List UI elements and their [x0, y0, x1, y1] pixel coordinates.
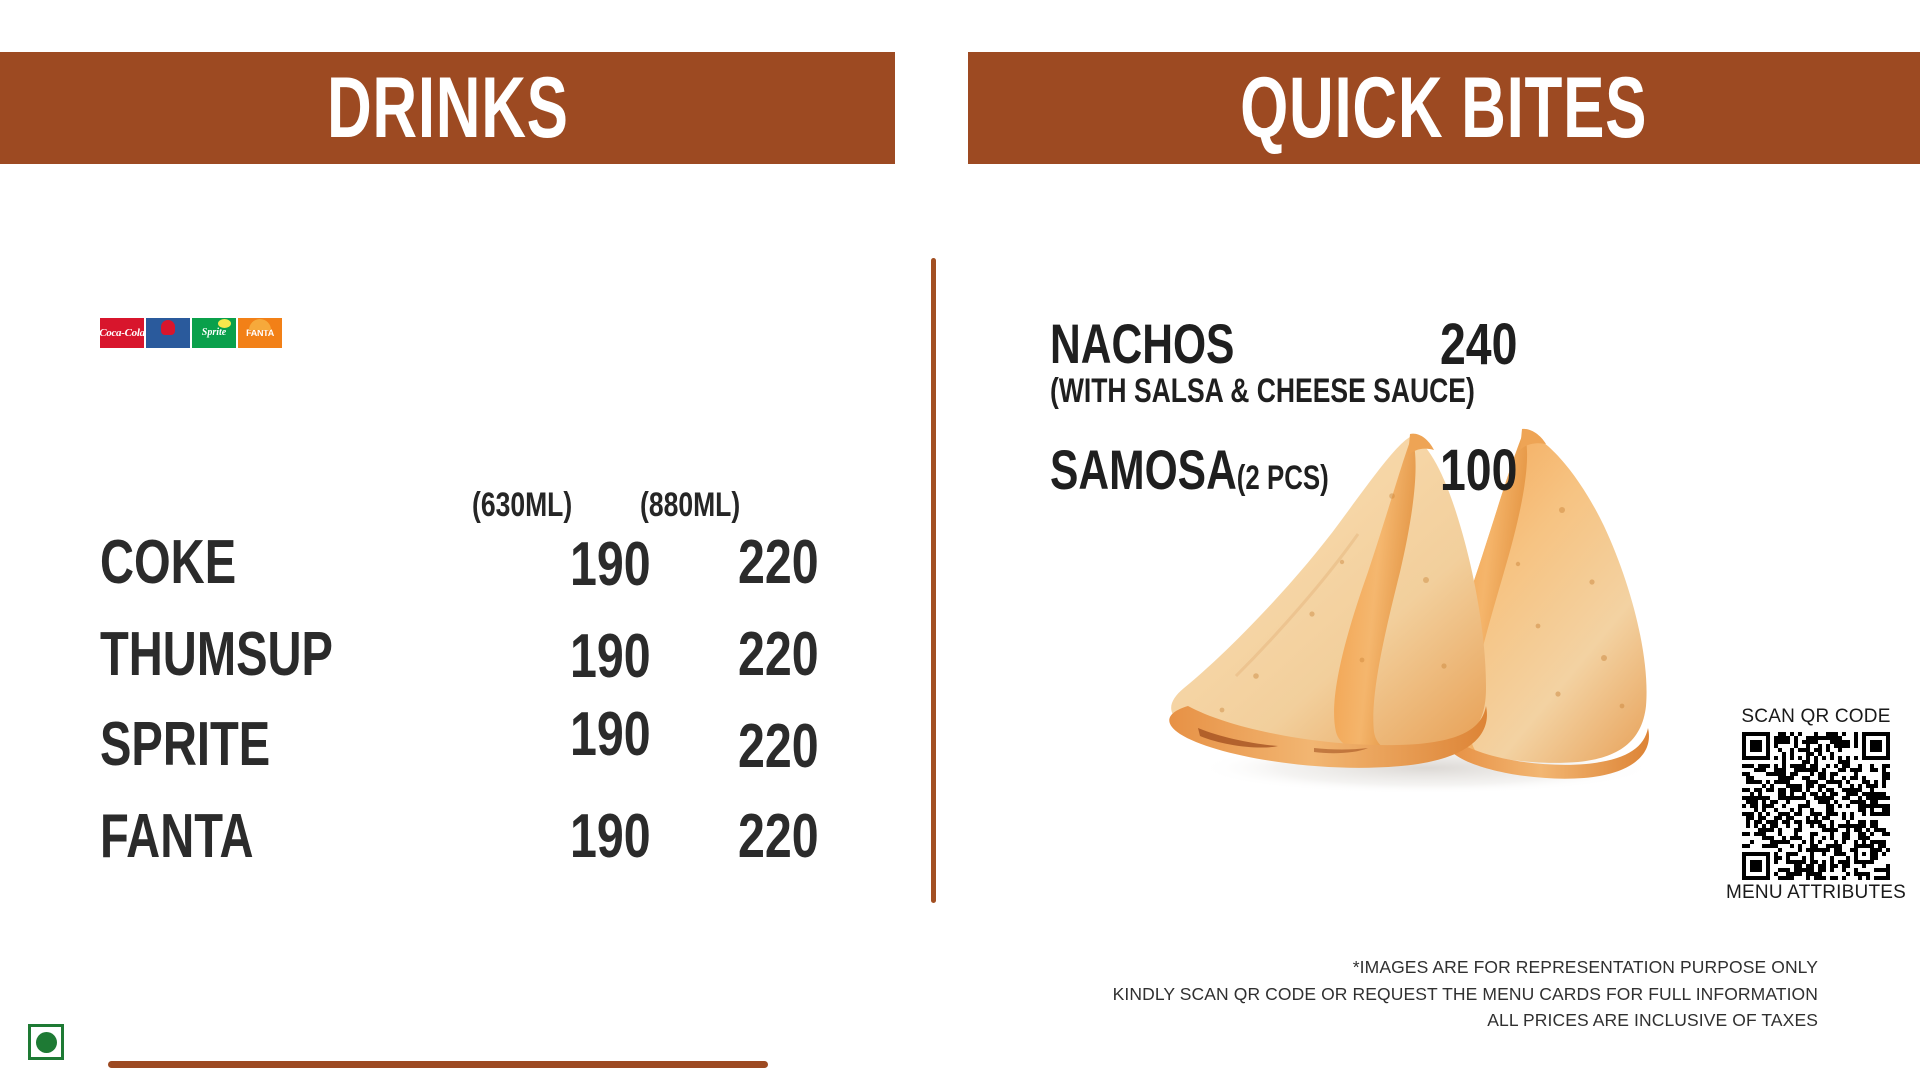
drink-row: COKE 190 220 — [100, 528, 819, 602]
drink-price-small: 190 — [570, 802, 651, 871]
size-header-large: (880ML) — [640, 486, 741, 524]
samosa-front-shape — [1169, 433, 1487, 768]
drink-row: FANTA 190 220 — [100, 802, 819, 876]
qr-code-image[interactable] — [1742, 731, 1890, 880]
disclaimer-text: *IMAGES ARE FOR REPRESENTATION PURPOSE O… — [1028, 954, 1818, 1034]
fanta-logo-label: FANTA — [246, 327, 274, 338]
drinks-panel: Coca-Cola Sprite FANTA (630ML) (880ML) C… — [0, 164, 900, 1080]
drink-price-large: 220 — [738, 802, 819, 871]
drink-name: FANTA — [100, 802, 254, 871]
fanta-logo-icon: FANTA — [238, 318, 282, 348]
quick-bite-price: 240 — [1440, 312, 1518, 377]
quick-bites-banner-title: QUICK BITES — [1240, 60, 1648, 156]
drinks-header-banner: DRINKS — [0, 52, 895, 164]
qr-caption-top: SCAN QR CODE — [1741, 706, 1891, 727]
size-header-small: (630ML) — [472, 486, 573, 524]
sprite-logo-icon: Sprite — [192, 318, 236, 348]
drink-name: COKE — [100, 528, 237, 597]
drinks-section-divider — [108, 1061, 768, 1068]
drink-price-small: 190 — [570, 700, 651, 769]
coca-cola-logo-icon: Coca-Cola — [100, 318, 144, 348]
disclaimer-line: *IMAGES ARE FOR REPRESENTATION PURPOSE O… — [1352, 957, 1818, 977]
coca-cola-logo-label: Coca-Cola — [100, 326, 144, 339]
drink-price-large: 220 — [738, 620, 819, 689]
samosa-image — [1169, 428, 1654, 794]
drink-price-large: 220 — [738, 712, 819, 781]
drink-name: SPRITE — [100, 710, 271, 779]
drink-price-small: 190 — [570, 530, 651, 599]
quick-bites-header-banner: QUICK BITES — [968, 52, 1920, 164]
disclaimer-line: ALL PRICES ARE INCLUSIVE OF TAXES — [1487, 1010, 1818, 1031]
sprite-logo-label: Sprite — [201, 327, 227, 338]
fanta-cap-shape — [249, 319, 271, 330]
sprite-splash-shape — [218, 319, 231, 328]
quick-bite-name: NACHOS — [1050, 312, 1235, 375]
quick-bite-name: SAMOSA(2 PCS) — [1050, 438, 1329, 501]
qr-caption-bottom: MENU ATTRIBUTES — [1726, 881, 1906, 903]
column-divider — [931, 258, 936, 903]
veg-symbol-icon — [28, 1024, 64, 1060]
quick-bite-subtitle: (2 PCS) — [1236, 459, 1329, 497]
drinks-banner-title: DRINKS — [326, 60, 569, 156]
veg-symbol-dot — [35, 1031, 57, 1053]
quick-bite-price: 100 — [1440, 438, 1518, 503]
drink-row: SPRITE 190 220 — [100, 704, 819, 784]
disclaimer-line: KINDLY SCAN QR CODE OR REQUEST THE MENU … — [1112, 983, 1818, 1004]
drink-row: THUMSUP 190 220 — [100, 620, 819, 694]
drink-price-small: 190 — [570, 622, 651, 691]
qr-code-block: SCAN QR CODE MENU ATTRIBUTES — [1718, 706, 1914, 905]
drink-name: THUMSUP — [100, 620, 333, 689]
quick-bite-subtitle: (WITH SALSA & CHEESE SAUCE) — [1050, 372, 1475, 410]
quick-bites-panel: NACHOS (WITH SALSA & CHEESE SAUCE) 240 S… — [968, 164, 1920, 1080]
thums-up-logo-icon — [146, 318, 190, 348]
brand-logo-strip: Coca-Cola Sprite FANTA — [100, 318, 282, 348]
drink-price-large: 220 — [738, 528, 819, 597]
thums-up-thumb-shape — [161, 320, 175, 335]
